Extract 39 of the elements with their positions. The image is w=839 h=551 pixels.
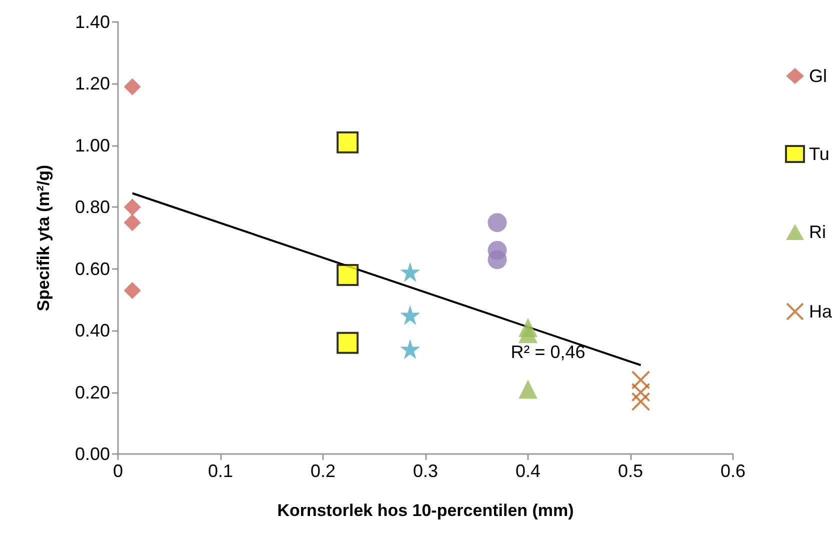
y-tick-label: 0.00 — [74, 444, 110, 464]
point — [631, 382, 650, 402]
point — [488, 213, 507, 232]
point — [400, 305, 420, 326]
point — [631, 370, 650, 390]
legend-label: Ha — [808, 302, 833, 322]
x-tick-label: 0.4 — [515, 461, 541, 481]
point — [488, 250, 507, 270]
point — [518, 380, 538, 399]
point — [124, 214, 141, 232]
y-tick-label: 0.20 — [74, 382, 110, 402]
y-tick-label: 0.80 — [74, 197, 110, 218]
point — [336, 332, 359, 354]
point — [336, 264, 359, 286]
x-tick-label: 0.5 — [618, 461, 644, 481]
y-axis-title: Specifik yta (m²/g) — [34, 164, 53, 312]
x-tick-label: 0.1 — [208, 461, 234, 481]
y-tick-label: 0.40 — [74, 320, 110, 341]
point — [124, 282, 141, 299]
x-tick-label: 0.3 — [412, 461, 438, 481]
point — [124, 78, 141, 96]
x-tick-label: 0.2 — [310, 461, 336, 481]
legend-label: Gl — [808, 66, 827, 86]
legend-label: Tu — [808, 144, 830, 164]
legend-label: Ri — [808, 222, 826, 242]
point — [400, 262, 420, 282]
y-tick-label: 1.40 — [74, 12, 110, 32]
x-tick-label: 0.6 — [720, 461, 746, 481]
x-tick-label: 0 — [112, 461, 124, 481]
y-tick-label: 1.20 — [74, 74, 110, 94]
point — [400, 339, 420, 360]
point — [631, 392, 650, 412]
y-tick-label: 0.60 — [74, 258, 110, 279]
point — [336, 131, 359, 154]
y-tick-label: 1.00 — [74, 135, 110, 156]
annotation: R² = 0,46 — [510, 342, 586, 362]
point — [124, 198, 141, 216]
point — [518, 324, 538, 344]
x-axis-title: Kornstorlek hos 10-percentilen (mm) — [277, 501, 574, 520]
